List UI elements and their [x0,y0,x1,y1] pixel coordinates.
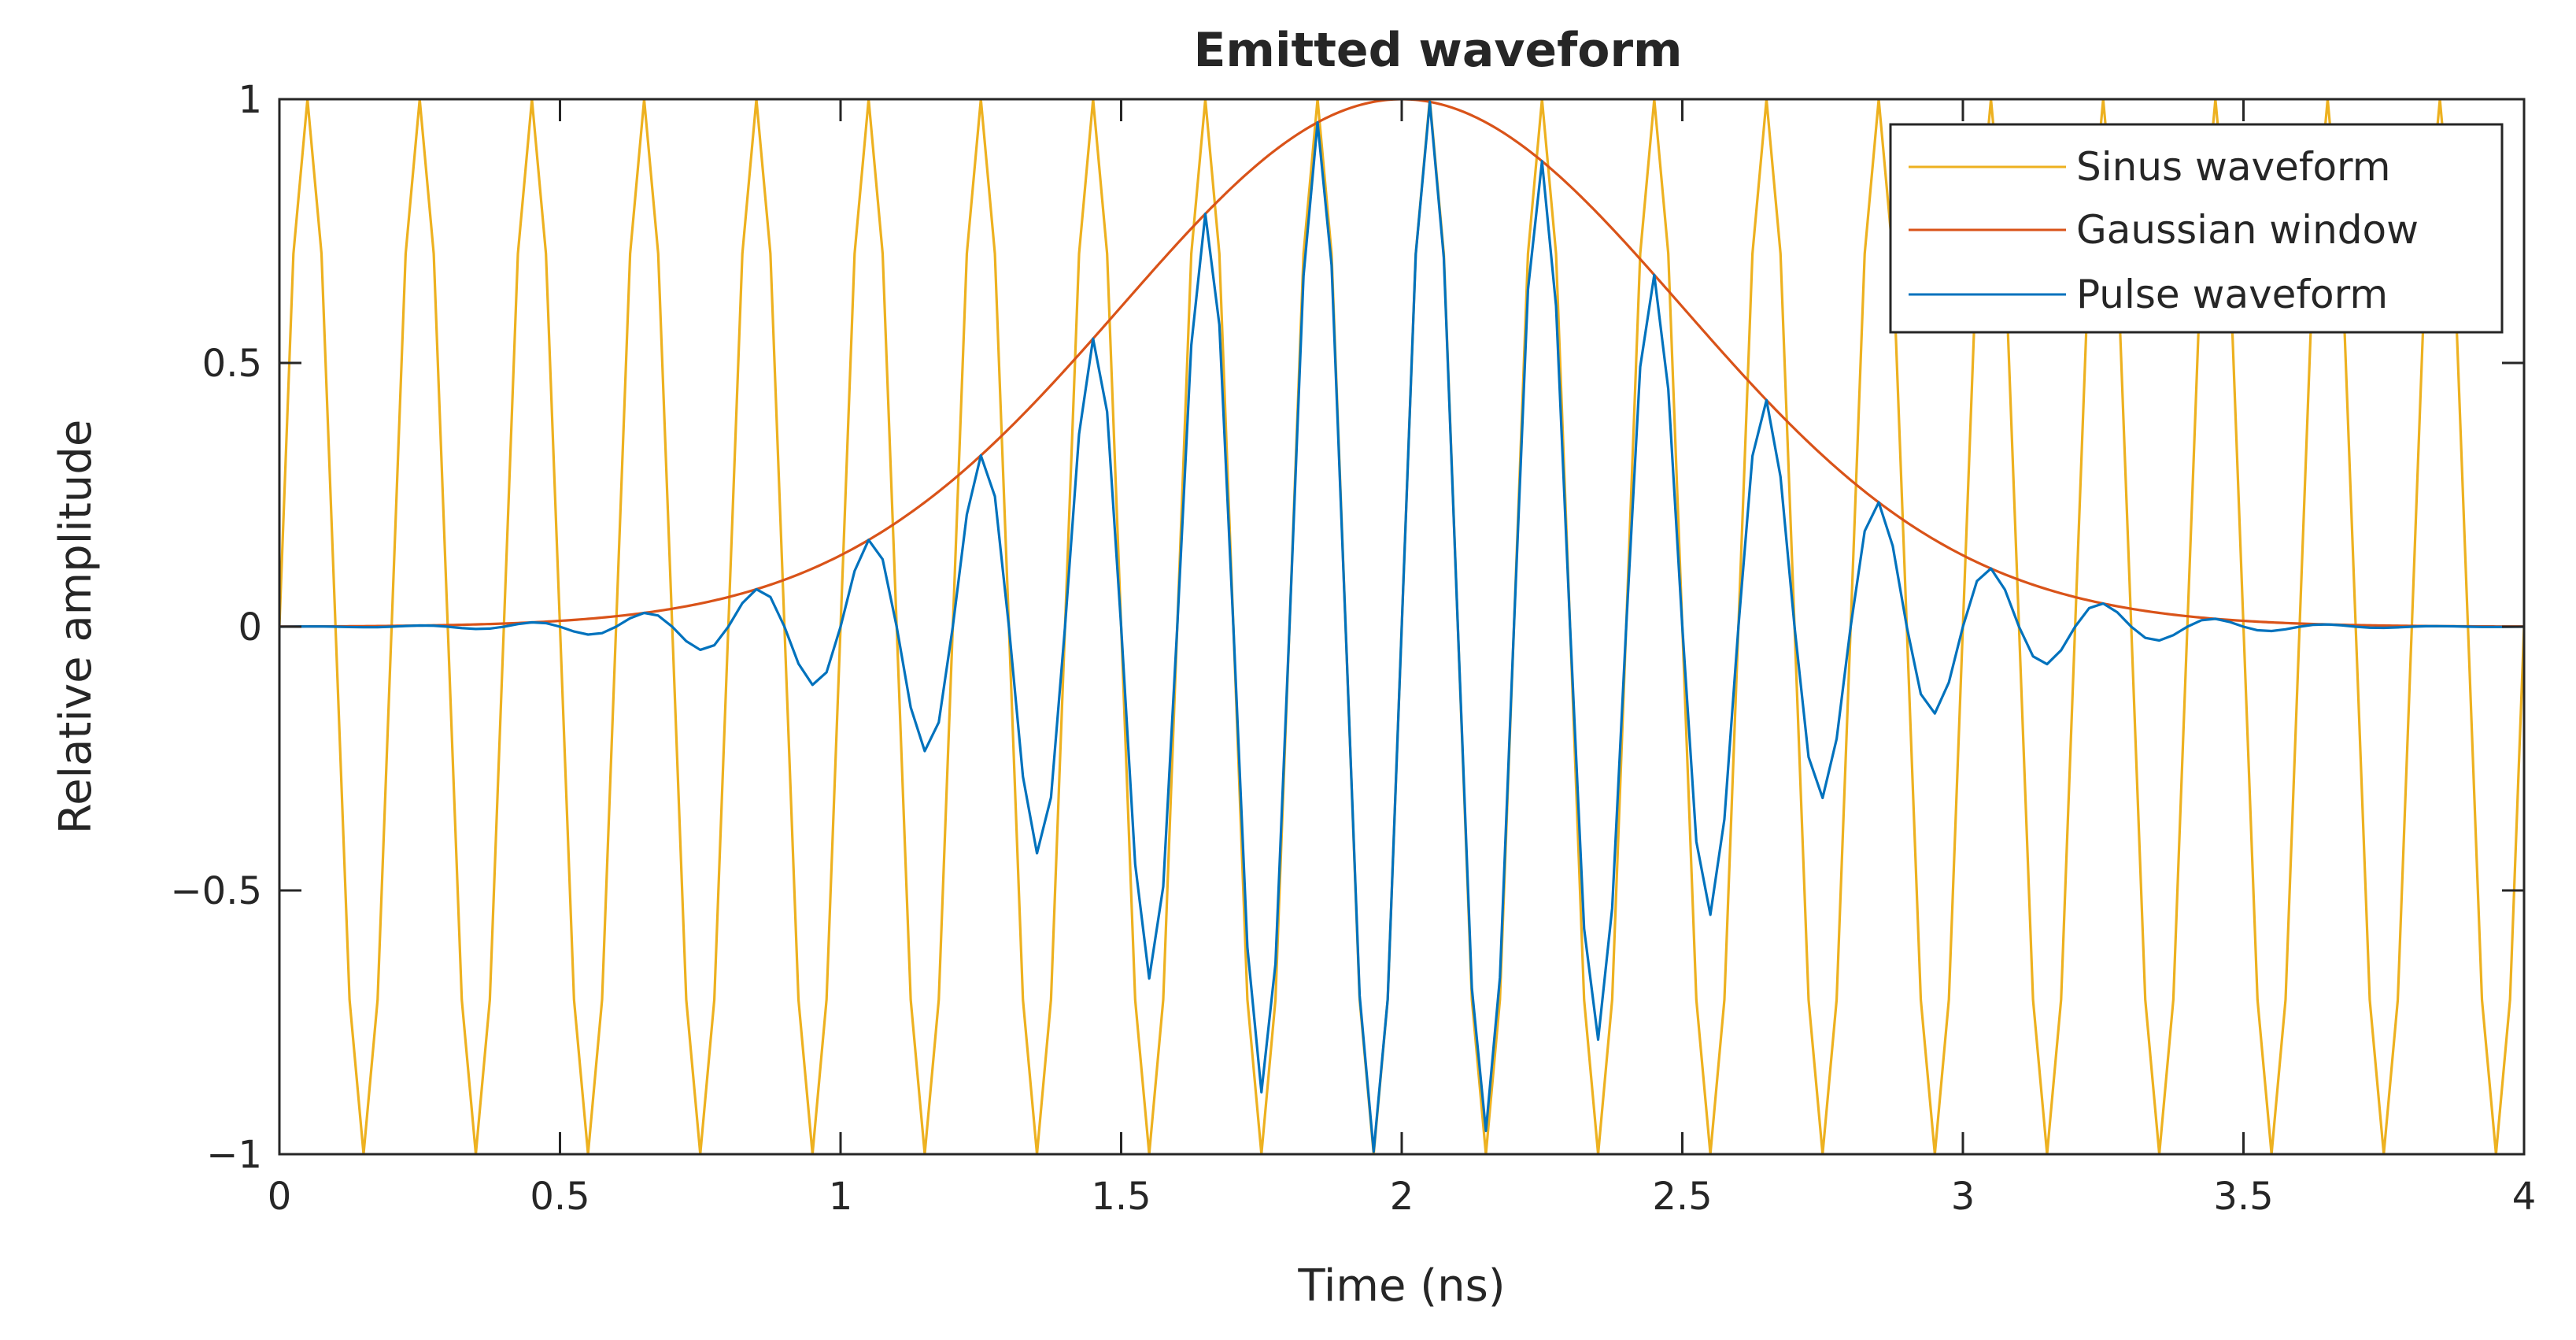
y-tick-label: 0 [238,605,262,650]
legend-label-gaussian-window: Gaussian window [2076,207,2419,253]
y-tick-label: 0.5 [202,342,262,386]
series-line-pulse-waveform [279,100,2524,1153]
chart-title: Emitted waveform [1193,23,1682,78]
legend-label-pulse-waveform: Pulse waveform [2076,272,2388,317]
legend-box [1889,123,2504,334]
legend: Sinus waveform Gaussian window Pulse wav… [1889,123,2504,334]
x-axis-label: Time (ns) [1297,1260,1505,1312]
x-tick-label: 1 [829,1175,853,1219]
legend-label-sinus-waveform: Sinus waveform [2076,144,2390,190]
x-tick-label: 4 [2512,1175,2537,1219]
y-tick-label: 1 [238,78,262,122]
y-axis-label: Relative amplitude [50,420,102,835]
x-tick-label: 2.5 [1652,1175,1712,1219]
x-tick-label: 1.5 [1091,1175,1151,1219]
series-line-gaussian-window [279,99,2524,628]
x-tick-label: 2 [1390,1175,1414,1219]
y-tick-label: −0.5 [170,869,262,913]
x-tick-label: 0.5 [530,1175,589,1219]
x-tick-label: 3.5 [2213,1175,2273,1219]
x-tick-label: 3 [1951,1175,1975,1219]
x-tick-label: 0 [268,1175,292,1219]
y-tick-label: −1 [206,1133,262,1177]
